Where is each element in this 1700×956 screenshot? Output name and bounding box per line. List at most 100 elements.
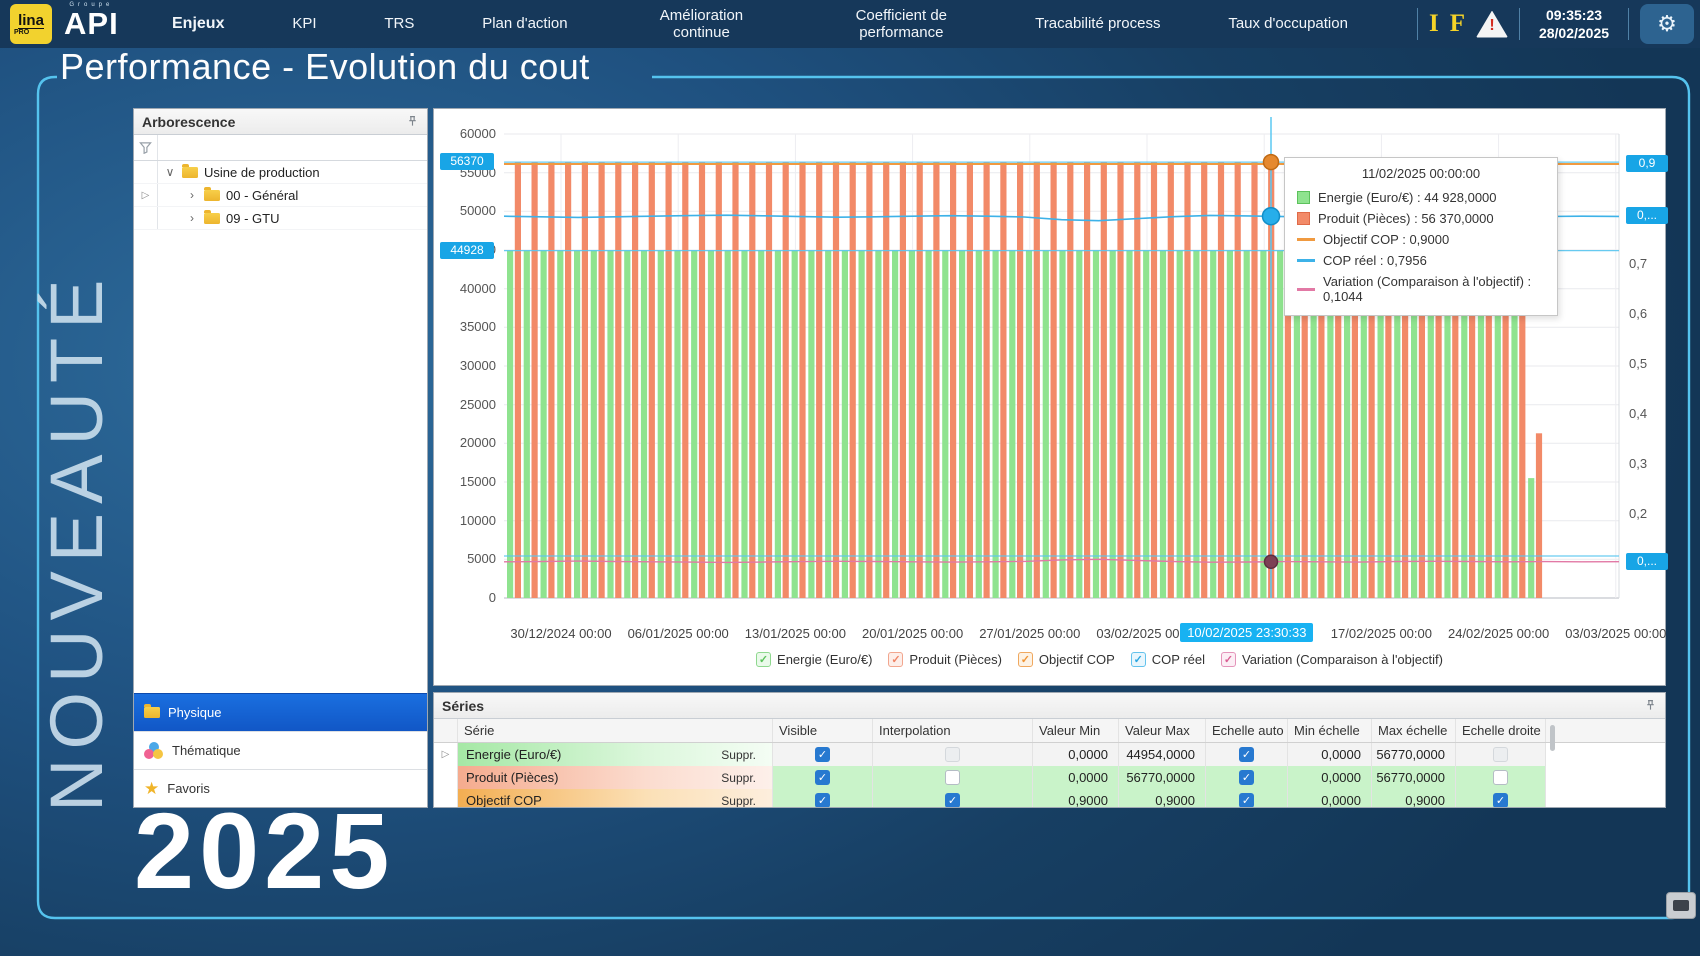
checkbox-unchecked[interactable] bbox=[945, 747, 960, 762]
warning-icon[interactable]: ! bbox=[1476, 10, 1508, 38]
pin-icon[interactable] bbox=[1644, 699, 1657, 712]
lina-pro-logo: lina PRO bbox=[10, 4, 52, 44]
legend-label: COP réel bbox=[1151, 652, 1205, 667]
column-header-min-chelle[interactable]: Min échelle bbox=[1288, 719, 1372, 742]
column-header-valeur-max[interactable]: Valeur Max bbox=[1119, 719, 1206, 742]
column-header-interpolation[interactable]: Interpolation bbox=[873, 719, 1033, 742]
checkbox-cell: ✓ bbox=[1206, 766, 1288, 789]
series-name: Objectif COP bbox=[466, 793, 542, 808]
floating-handle[interactable] bbox=[1666, 892, 1696, 919]
legend-item-objectif-cop: ✓ Objectif COP bbox=[1017, 652, 1115, 667]
arborescence-header: Arborescence bbox=[134, 109, 427, 135]
checkbox-checked[interactable]: ✓ bbox=[1239, 770, 1254, 785]
series-name-cell: Produit (Pièces) Suppr. bbox=[458, 766, 773, 789]
delete-series-button[interactable]: Suppr. bbox=[721, 747, 756, 762]
checkbox-checked[interactable]: ✓ bbox=[1239, 793, 1254, 807]
topbar-status-area: I F ! 09:35:23 28/02/2025 ⚙ bbox=[1416, 0, 1694, 48]
delete-series-button[interactable]: Suppr. bbox=[721, 793, 756, 808]
sidebar-item-favoris[interactable]: ★ Favoris bbox=[134, 769, 427, 807]
checkbox-checked[interactable]: ✓ bbox=[1493, 793, 1508, 807]
checkbox-checked[interactable]: ✓ bbox=[945, 793, 960, 807]
indicator-i[interactable]: I bbox=[1428, 10, 1439, 37]
tooltip-text: Produit (Pièces) : 56 370,0000 bbox=[1318, 211, 1494, 226]
row-gutter bbox=[434, 789, 458, 807]
tree-body: ∨ Usine de production ▷ › 00 - Général › 09 - … bbox=[134, 161, 427, 230]
row-expander-icon[interactable]: ▷ bbox=[141, 189, 150, 201]
delete-series-button[interactable]: Suppr. bbox=[721, 770, 756, 785]
value-cell: 0,9000 bbox=[1372, 789, 1456, 807]
nav-taux-d-occupation[interactable]: Taux d'occupation bbox=[1228, 15, 1348, 33]
column-header-echelle-droite[interactable]: Echelle droite bbox=[1456, 719, 1546, 742]
checkbox-cell: ✓ bbox=[773, 766, 873, 789]
checkbox-cell bbox=[873, 743, 1033, 766]
nav-trs[interactable]: TRS bbox=[384, 15, 415, 33]
column-header-max-chelle[interactable]: Max échelle bbox=[1372, 719, 1456, 742]
checkbox-unchecked[interactable] bbox=[945, 770, 960, 785]
series-grid: Série Visible Interpolation Valeur Min Valeu… bbox=[434, 719, 1665, 808]
checkbox-unchecked[interactable] bbox=[1493, 747, 1508, 762]
checkbox-checked[interactable]: ✓ bbox=[1239, 747, 1254, 762]
nav-am-lioration-continue[interactable]: Amélioration continue bbox=[659, 6, 744, 41]
sidebar-item-physique[interactable]: Physique bbox=[134, 693, 427, 731]
tooltip-swatch bbox=[1297, 259, 1315, 262]
checkbox-unchecked[interactable] bbox=[1493, 770, 1508, 785]
tree-filter-row bbox=[134, 135, 427, 161]
value-cell: 0,9000 bbox=[1033, 789, 1119, 807]
column-header-visible[interactable]: Visible bbox=[773, 719, 873, 742]
column-header-echelle-auto[interactable]: Echelle auto bbox=[1206, 719, 1288, 742]
tooltip-swatch bbox=[1297, 238, 1315, 241]
row-gutter bbox=[434, 766, 458, 789]
series-name-cell: Energie (Euro/€) Suppr. bbox=[458, 743, 773, 766]
separator bbox=[1416, 8, 1418, 40]
column-header-gutter bbox=[434, 719, 458, 742]
arborescence-title: Arborescence bbox=[142, 113, 236, 130]
chart-legend: ✓ Energie (Euro/€) ✓ Produit (Pièces) ✓ Objec… bbox=[544, 652, 1655, 667]
tree-item-09-gtu[interactable]: › 09 - GTU bbox=[134, 207, 427, 230]
tree-item-usine-de-production[interactable]: ∨ Usine de production bbox=[134, 161, 427, 184]
tree-item-label: Usine de production bbox=[204, 164, 320, 180]
legend-item-variation-comparaison-l-objectif: ✓ Variation (Comparaison à l'objectif) bbox=[1221, 652, 1443, 667]
lina-pro-text: PRO bbox=[14, 28, 30, 36]
api-logo-text: API bbox=[64, 6, 119, 41]
legend-label: Variation (Comparaison à l'objectif) bbox=[1242, 652, 1443, 667]
grid-scrollbar[interactable] bbox=[1550, 725, 1555, 751]
nav-coefficient-de-performance[interactable]: Coefficient de performance bbox=[855, 6, 948, 41]
legend-checkbox[interactable]: ✓ bbox=[756, 652, 772, 667]
nav-kpi[interactable]: KPI bbox=[292, 15, 317, 33]
legend-label: Energie (Euro/€) bbox=[777, 652, 873, 667]
legend-checkbox[interactable]: ✓ bbox=[888, 652, 904, 667]
tree-filter-input[interactable] bbox=[158, 135, 427, 160]
tooltip-row: Variation (Comparaison à l'objectif) : 0… bbox=[1285, 271, 1557, 307]
checkbox-checked[interactable]: ✓ bbox=[815, 747, 830, 762]
nav-enjeux[interactable]: Enjeux bbox=[172, 14, 225, 32]
legend-checkbox[interactable]: ✓ bbox=[1017, 652, 1033, 667]
folder-icon bbox=[144, 704, 160, 718]
series-row-energie-euro[interactable]: ▷ Energie (Euro/€) Suppr. ✓ 0,0000 44954,0000… bbox=[434, 743, 1665, 766]
row-expander-icon[interactable]: ▷ bbox=[441, 749, 450, 760]
settings-button[interactable]: ⚙ bbox=[1640, 4, 1694, 44]
series-row-objectif-cop[interactable]: Objectif COP Suppr. ✓ ✓ 0,9000 0,9000 ✓ 0,0000 0… bbox=[434, 789, 1665, 808]
tooltip-swatch bbox=[1297, 191, 1310, 204]
chevron-right-icon[interactable]: › bbox=[190, 188, 194, 202]
row-gutter: ▷ bbox=[434, 743, 458, 766]
sidebar-item-th-matique[interactable]: Thématique bbox=[134, 731, 427, 769]
chevron-right-icon[interactable]: › bbox=[190, 211, 194, 225]
lina-logo-text: lina bbox=[18, 11, 44, 29]
checkbox-checked[interactable]: ✓ bbox=[815, 770, 830, 785]
column-header-valeur-min[interactable]: Valeur Min bbox=[1033, 719, 1119, 742]
theme-circles-icon bbox=[144, 742, 164, 759]
nav-tracabilit-process[interactable]: Tracabilité process bbox=[1035, 15, 1161, 33]
tree-item-00-g-n-ral[interactable]: ▷ › 00 - Général bbox=[134, 184, 427, 207]
chevron-down-icon[interactable]: ∨ bbox=[165, 165, 175, 179]
column-header-s-rie[interactable]: Série bbox=[458, 719, 773, 742]
pin-icon[interactable] bbox=[406, 115, 419, 128]
filter-funnel-icon[interactable] bbox=[139, 141, 152, 154]
value-cell: 0,0000 bbox=[1288, 743, 1372, 766]
checkbox-checked[interactable]: ✓ bbox=[815, 793, 830, 807]
legend-checkbox[interactable]: ✓ bbox=[1130, 652, 1146, 667]
legend-checkbox[interactable]: ✓ bbox=[1221, 652, 1236, 667]
chart-tooltip: 11/02/2025 00:00:00 Energie (Euro/€) : 4… bbox=[1284, 157, 1558, 316]
indicator-f[interactable]: F bbox=[1449, 10, 1465, 37]
nav-plan-d-action[interactable]: Plan d'action bbox=[482, 15, 568, 33]
series-row-produit-pi-ces[interactable]: Produit (Pièces) Suppr. ✓ 0,0000 56770,0000 ✓… bbox=[434, 766, 1665, 789]
